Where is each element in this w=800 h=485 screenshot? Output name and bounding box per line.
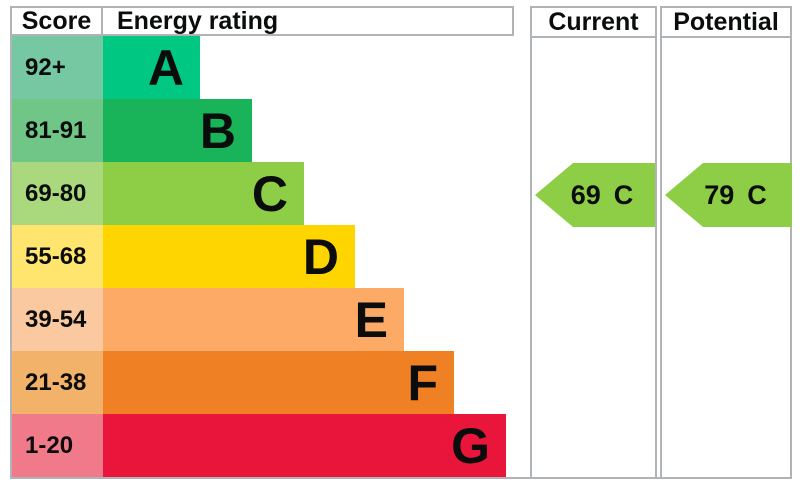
score-range-c: 69-80 [12,162,103,225]
score-range-d: 55-68 [12,225,103,288]
band-row-g: 1-20 G [12,414,514,477]
score-range-b: 81-91 [12,99,103,162]
current-score-value: 69 [570,179,601,210]
current-header-label: Current [548,7,639,36]
band-row-c: 69-80 C [12,162,514,225]
score-range-f: 21-38 [12,351,103,414]
potential-column-header: Potential [662,8,790,38]
chart-bottom-border [10,477,792,479]
current-rating-arrow: 69 C [535,163,655,227]
score-column-header: Score [10,6,103,36]
band-row-d: 55-68 D [12,225,514,288]
potential-arrow-shape [665,163,792,227]
potential-column: Potential [660,6,792,479]
band-row-f: 21-38 F [12,351,514,414]
band-row-e: 39-54 E [12,288,514,351]
current-grade-letter: C [613,179,634,210]
rating-bar-a: A [103,36,200,99]
rating-bar-c: C [103,162,304,225]
current-column-header: Current [532,8,655,38]
rating-bar-f: F [103,351,454,414]
chart-left-border [10,36,12,477]
energy-rating-column-header: Energy rating [101,6,514,36]
band-row-a: 92+ A [12,36,514,99]
potential-rating-label: 79 C [679,163,792,227]
energy-rating-bands: 92+ A 81-91 B 69-80 C 55-68 D 39-54 E 21-38 F 1-20 G [12,36,514,477]
rating-bar-b: B [103,99,252,162]
band-row-b: 81-91 B [12,99,514,162]
rating-bar-d: D [103,225,355,288]
potential-grade-letter: C [747,179,767,210]
energy-rating-header-label: Energy rating [117,6,279,35]
current-rating-label: 69 C [549,163,655,227]
current-arrow-shape [535,163,655,227]
potential-rating-arrow: 79 C [665,163,792,227]
rating-bar-e: E [103,288,404,351]
score-range-a: 92+ [12,36,103,99]
rating-bar-g: G [103,414,506,477]
score-range-g: 1-20 [12,414,103,477]
score-header-label: Score [21,6,92,35]
score-range-e: 39-54 [12,288,103,351]
potential-score-value: 79 [704,179,735,210]
potential-header-label: Potential [673,7,779,36]
current-column: Current [530,6,657,479]
